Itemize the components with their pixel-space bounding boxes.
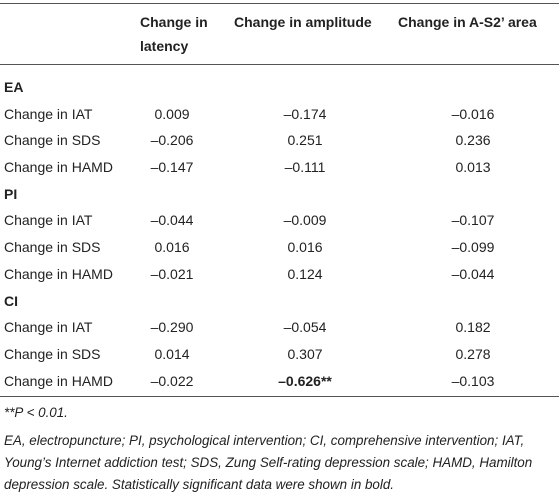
cell: –0.022 <box>150 372 194 389</box>
top-rule <box>0 3 559 4</box>
cell: –0.206 <box>150 132 194 149</box>
cell: 0.013 <box>455 159 491 176</box>
cell: 0.009 <box>154 105 190 122</box>
cell: –0.103 <box>451 372 495 389</box>
cell: –0.044 <box>150 212 194 229</box>
group-label: PI <box>4 185 18 202</box>
cell: –0.626** <box>278 372 332 389</box>
cell: 0.014 <box>154 346 190 363</box>
cell: –0.099 <box>451 239 495 256</box>
row-label: Change in SDS <box>4 132 101 149</box>
row-label: Change in IAT <box>4 212 93 229</box>
cell: –0.147 <box>150 159 194 176</box>
row-label: Change in HAMD <box>4 159 113 176</box>
cell: 0.182 <box>455 319 491 336</box>
cell: –0.021 <box>150 266 194 282</box>
column-header: Change in A-S2’ area <box>398 14 537 30</box>
cell: 0.236 <box>455 132 491 149</box>
cell: 0.278 <box>455 346 491 363</box>
row-label: Change in IAT <box>4 319 93 336</box>
cell: –0.009 <box>283 212 327 229</box>
row-label: Change in HAMD <box>4 266 113 282</box>
cell: –0.174 <box>283 105 327 122</box>
group-label: CI <box>4 292 18 309</box>
cell: –0.044 <box>451 266 495 282</box>
cell: 0.124 <box>287 266 323 282</box>
cell: –0.290 <box>150 319 194 336</box>
row-label: Change in IAT <box>4 105 93 122</box>
row-label: Change in SDS <box>4 346 101 363</box>
footnote: EA, electropuncture; PI, psychological i… <box>4 433 533 492</box>
cell: 0.016 <box>154 239 190 256</box>
header-rule <box>0 64 559 65</box>
cell: 0.251 <box>287 132 323 149</box>
row-label: Change in SDS <box>4 239 101 256</box>
bottom-rule <box>0 396 559 397</box>
row-label: Change in HAMD <box>4 372 113 389</box>
cell: 0.307 <box>287 346 323 363</box>
cell: –0.107 <box>451 212 495 229</box>
column-header: Change in amplitude <box>234 14 372 30</box>
cell: –0.111 <box>284 159 326 176</box>
column-header: Change in latency <box>140 14 208 54</box>
footnote: **P < 0.01. <box>4 405 68 420</box>
cell: –0.016 <box>451 105 495 122</box>
group-label: EA <box>4 79 24 95</box>
cell: –0.054 <box>283 319 327 336</box>
cell: 0.016 <box>287 239 323 256</box>
